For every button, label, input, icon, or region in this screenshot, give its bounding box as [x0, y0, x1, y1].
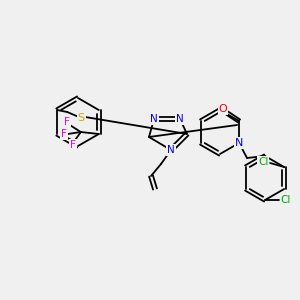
Text: F: F [61, 129, 67, 139]
Text: F: F [70, 140, 76, 150]
Text: N: N [235, 138, 243, 148]
Text: S: S [78, 113, 85, 123]
Text: O: O [219, 104, 227, 114]
Text: N: N [176, 114, 184, 124]
Text: N: N [150, 114, 158, 124]
Text: F: F [64, 117, 70, 127]
Text: Cl: Cl [258, 157, 268, 167]
Text: Cl: Cl [281, 195, 291, 205]
Text: N: N [167, 145, 175, 155]
